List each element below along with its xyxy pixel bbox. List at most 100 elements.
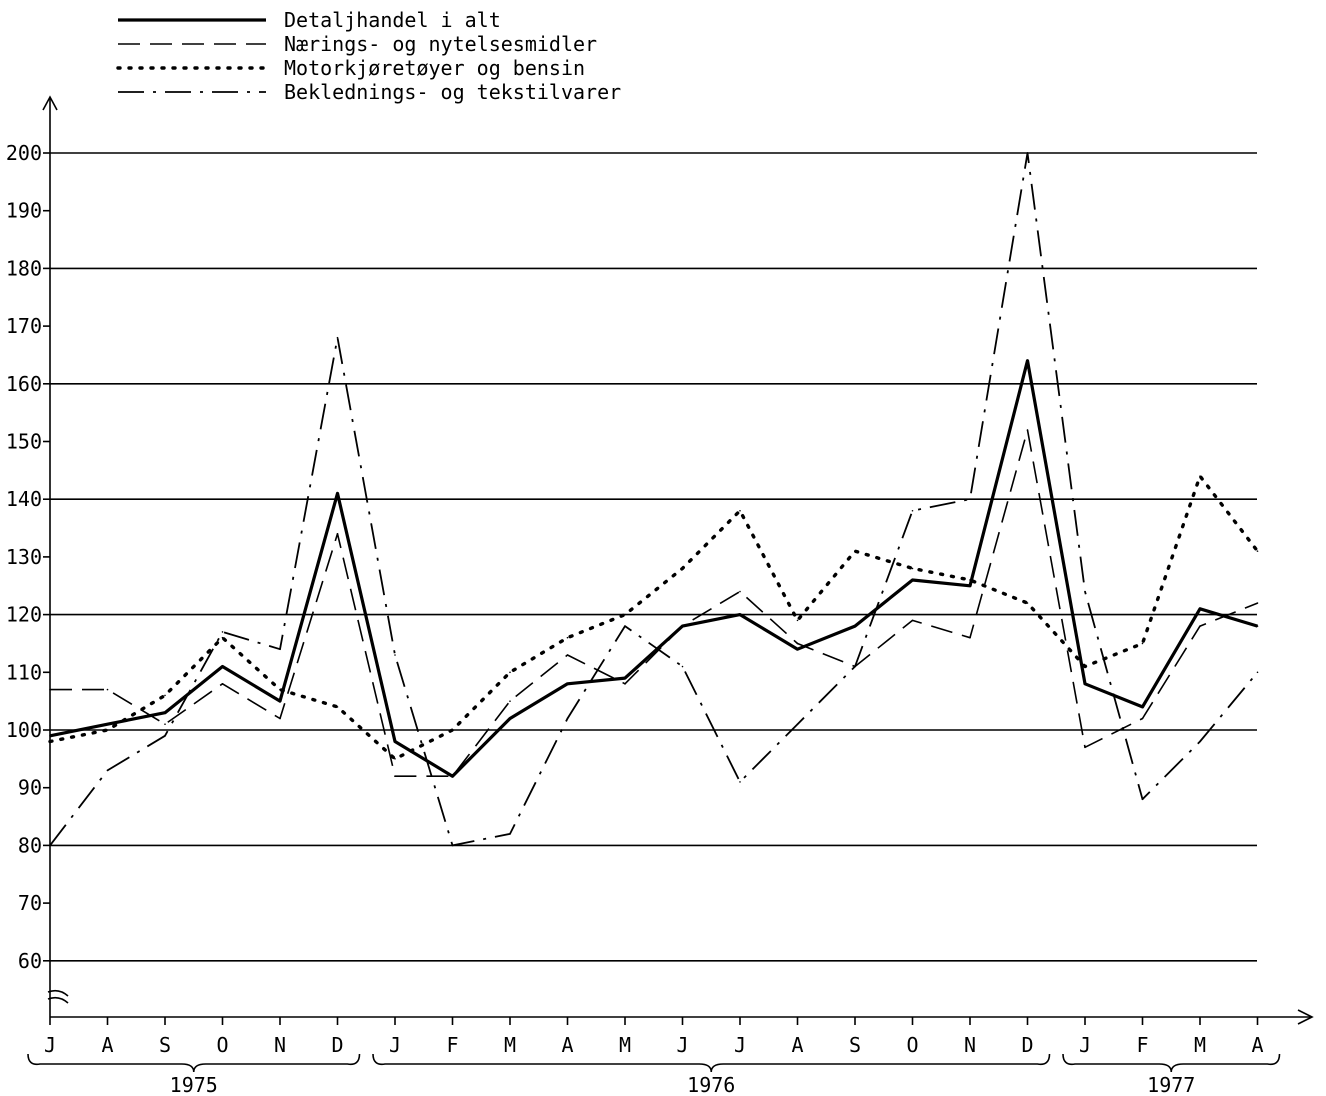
- data-point: [1141, 642, 1144, 645]
- year-label: 1976: [687, 1073, 735, 1096]
- y-axis-ticks: 60 70 80 90 100 110 120 130 140 150 160 170 180 190 20…: [6, 141, 50, 973]
- y-tick-label: 100: [6, 718, 42, 742]
- data-point: [394, 654, 396, 656]
- year-groups: 1975 1976 1977: [27, 1053, 1281, 1096]
- data-point: [739, 509, 741, 512]
- legend-label: Nærings- og nytelsesmidler: [284, 32, 597, 56]
- x-tick-label: J: [734, 1033, 746, 1057]
- x-tick-label: N: [274, 1033, 286, 1057]
- series-line: [49, 152, 1259, 847]
- gridlines: [50, 152, 1257, 962]
- data-point: [49, 688, 51, 691]
- data-point: [911, 579, 914, 581]
- data-point: [624, 625, 626, 627]
- data-point: [1084, 590, 1086, 593]
- data-point: [394, 758, 396, 760]
- legend-label: Motorkjøretøyer og bensin: [284, 56, 585, 80]
- data-point: [451, 775, 454, 777]
- legend-label: Beklednings- og tekstilvarer: [284, 80, 621, 104]
- data-point: [624, 683, 626, 685]
- x-tick-label: A: [1251, 1033, 1263, 1057]
- data-point: [624, 613, 626, 616]
- x-tick-label: O: [906, 1033, 918, 1057]
- y-tick-label: 140: [6, 487, 42, 511]
- data-point: [681, 665, 684, 668]
- data-point: [164, 711, 166, 714]
- data-point: [1141, 798, 1144, 801]
- data-point: [1084, 746, 1086, 749]
- x-tick-label: M: [504, 1033, 516, 1057]
- y-tick-label: 120: [6, 603, 42, 627]
- data-point: [1141, 717, 1144, 720]
- year-brace: [372, 1053, 1051, 1073]
- data-point: [739, 613, 741, 616]
- data-point: [854, 665, 856, 668]
- data-point: [969, 498, 971, 501]
- data-point: [1256, 671, 1259, 674]
- y-tick-label: 190: [6, 199, 42, 223]
- axis-break-mark: [47, 996, 69, 1004]
- data-point: [681, 625, 684, 627]
- x-tick-label: M: [619, 1033, 631, 1057]
- data-point: [394, 775, 396, 777]
- data-point: [911, 567, 914, 570]
- y-tick-label: 110: [6, 660, 42, 684]
- year-label: 1977: [1147, 1073, 1195, 1096]
- data-point: [106, 729, 109, 731]
- data-point: [796, 648, 799, 651]
- data-point: [566, 683, 569, 685]
- data-point: [739, 590, 741, 593]
- x-tick-label: D: [331, 1033, 343, 1057]
- x-tick-label: O: [216, 1033, 228, 1057]
- data-point: [854, 550, 856, 552]
- y-tick-label: 150: [6, 430, 42, 454]
- data-point: [854, 625, 856, 627]
- data-point: [1026, 429, 1029, 431]
- data-point: [624, 677, 626, 679]
- data-point: [566, 636, 569, 639]
- data-point: [911, 509, 914, 512]
- data-point: [336, 706, 339, 708]
- data-point: [969, 584, 971, 587]
- x-tick-label: J: [44, 1033, 56, 1057]
- data-point: [336, 492, 339, 495]
- data-point: [969, 579, 971, 581]
- year-brace: [1062, 1053, 1281, 1073]
- x-tick-label: D: [1021, 1033, 1033, 1057]
- data-point: [1084, 665, 1086, 668]
- data-point: [1199, 740, 1201, 743]
- x-tick-label: J: [1079, 1033, 1091, 1057]
- x-tick-label: A: [791, 1033, 803, 1057]
- x-tick-label: J: [389, 1033, 401, 1057]
- data-point: [509, 717, 511, 720]
- data-point: [509, 671, 511, 674]
- series-lines: [48, 152, 1260, 847]
- data-point: [509, 833, 511, 835]
- year-label: 1975: [170, 1073, 218, 1096]
- data-point: [1199, 625, 1201, 627]
- x-tick-label: S: [159, 1033, 171, 1057]
- data-point: [49, 844, 51, 847]
- data-point: [1026, 359, 1029, 362]
- data-point: [106, 688, 109, 691]
- data-point: [336, 336, 339, 339]
- data-point: [509, 700, 511, 702]
- x-tick-label: A: [561, 1033, 573, 1057]
- data-point: [1199, 608, 1201, 610]
- y-tick-label: 170: [6, 314, 42, 338]
- data-point: [1199, 475, 1201, 477]
- data-point: [221, 631, 224, 633]
- y-tick-label: 70: [18, 891, 42, 915]
- x-tick-label: N: [964, 1033, 976, 1057]
- y-tick-label: 160: [6, 372, 42, 396]
- x-axis-arrow: [1297, 1009, 1314, 1025]
- data-point: [1256, 602, 1259, 604]
- data-point: [279, 688, 281, 691]
- series-line: [48, 474, 1260, 761]
- data-point: [221, 683, 224, 685]
- axis-break-mark: [47, 989, 69, 997]
- data-point: [451, 729, 454, 731]
